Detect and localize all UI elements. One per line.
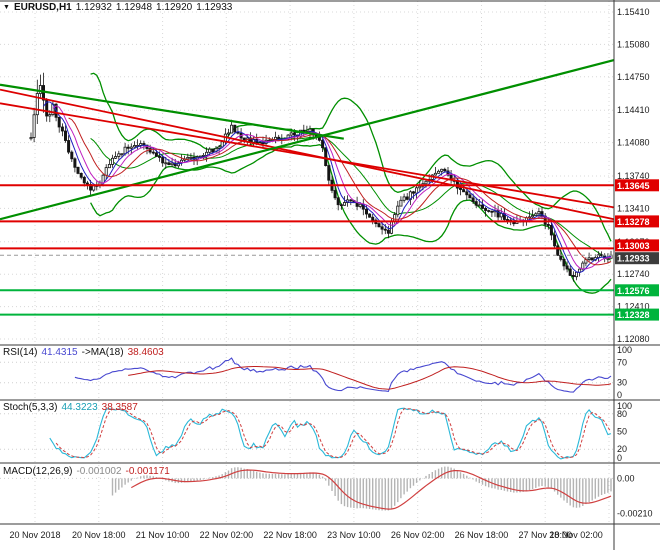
svg-text:20 Nov 2018: 20 Nov 2018 bbox=[9, 530, 60, 540]
svg-text:1.14750: 1.14750 bbox=[617, 72, 650, 82]
price-badge bbox=[615, 179, 659, 192]
svg-text:1.13003: 1.13003 bbox=[617, 241, 650, 251]
price-badge bbox=[615, 239, 659, 252]
svg-text:26 Nov 02:00: 26 Nov 02:00 bbox=[391, 530, 445, 540]
svg-text:1.13410: 1.13410 bbox=[617, 203, 650, 213]
trendlines[interactable] bbox=[0, 59, 615, 221]
price-badge bbox=[615, 252, 659, 265]
svg-text:20: 20 bbox=[617, 444, 627, 454]
svg-text:28 Nov 02:00: 28 Nov 02:00 bbox=[549, 530, 603, 540]
svg-text:23 Nov 10:00: 23 Nov 10:00 bbox=[327, 530, 381, 540]
svg-text:30: 30 bbox=[617, 378, 627, 388]
svg-text:0: 0 bbox=[617, 390, 622, 400]
svg-text:26 Nov 18:00: 26 Nov 18:00 bbox=[455, 530, 509, 540]
svg-text:50: 50 bbox=[617, 427, 627, 437]
svg-text:1.13740: 1.13740 bbox=[617, 171, 650, 181]
svg-text:27 Nov 10:00: 27 Nov 10:00 bbox=[518, 530, 572, 540]
stochastic-indicator bbox=[0, 407, 614, 460]
svg-text:1.12933: 1.12933 bbox=[617, 254, 650, 264]
price-level-badges[interactable]: 1.13645 1.13278 1.13003 1.12576 1.12328 1.129… bbox=[615, 179, 659, 321]
svg-text:1.15080: 1.15080 bbox=[617, 39, 650, 49]
grid-lines bbox=[0, 1, 614, 524]
horizontal-levels[interactable] bbox=[0, 184, 614, 316]
svg-text:1.14410: 1.14410 bbox=[617, 105, 650, 115]
price-badge bbox=[615, 215, 659, 228]
price-badge bbox=[615, 308, 659, 321]
bollinger-bands bbox=[90, 72, 612, 294]
svg-text:1.12328: 1.12328 bbox=[617, 310, 650, 320]
svg-text:1.13278: 1.13278 bbox=[617, 217, 650, 227]
svg-text:0: 0 bbox=[617, 453, 622, 463]
svg-text:1.13645: 1.13645 bbox=[617, 181, 650, 191]
svg-text:100: 100 bbox=[617, 401, 632, 411]
svg-text:1.12080: 1.12080 bbox=[617, 334, 650, 344]
svg-text:22 Nov 18:00: 22 Nov 18:00 bbox=[263, 530, 317, 540]
wedge-upper-trendline bbox=[0, 83, 344, 140]
svg-text:21 Nov 10:00: 21 Nov 10:00 bbox=[136, 530, 190, 540]
svg-text:1.12576: 1.12576 bbox=[617, 286, 650, 296]
descending-trendline-2 bbox=[0, 102, 615, 209]
svg-text:0.00: 0.00 bbox=[617, 473, 635, 483]
ascending-trendline bbox=[0, 59, 615, 221]
svg-text:20 Nov 18:00: 20 Nov 18:00 bbox=[72, 530, 126, 540]
svg-text:-0.00210: -0.00210 bbox=[617, 509, 653, 519]
descending-trendline-1 bbox=[0, 88, 615, 221]
macd-indicator bbox=[0, 466, 614, 511]
time-axis-labels: 20 Nov 2018 20 Nov 18:00 21 Nov 10:00 22 No… bbox=[9, 530, 602, 540]
svg-text:1.12410: 1.12410 bbox=[617, 302, 650, 312]
svg-text:22 Nov 02:00: 22 Nov 02:00 bbox=[200, 530, 254, 540]
svg-text:1.15410: 1.15410 bbox=[617, 7, 650, 17]
svg-text:1.12740: 1.12740 bbox=[617, 269, 650, 279]
svg-text:80: 80 bbox=[617, 409, 627, 419]
price-badge bbox=[615, 284, 659, 297]
svg-text:1.14080: 1.14080 bbox=[617, 138, 650, 148]
svg-text:100: 100 bbox=[617, 345, 632, 355]
moving-averages bbox=[43, 101, 612, 274]
rsi-indicator bbox=[0, 357, 614, 393]
svg-text:70: 70 bbox=[617, 357, 627, 367]
